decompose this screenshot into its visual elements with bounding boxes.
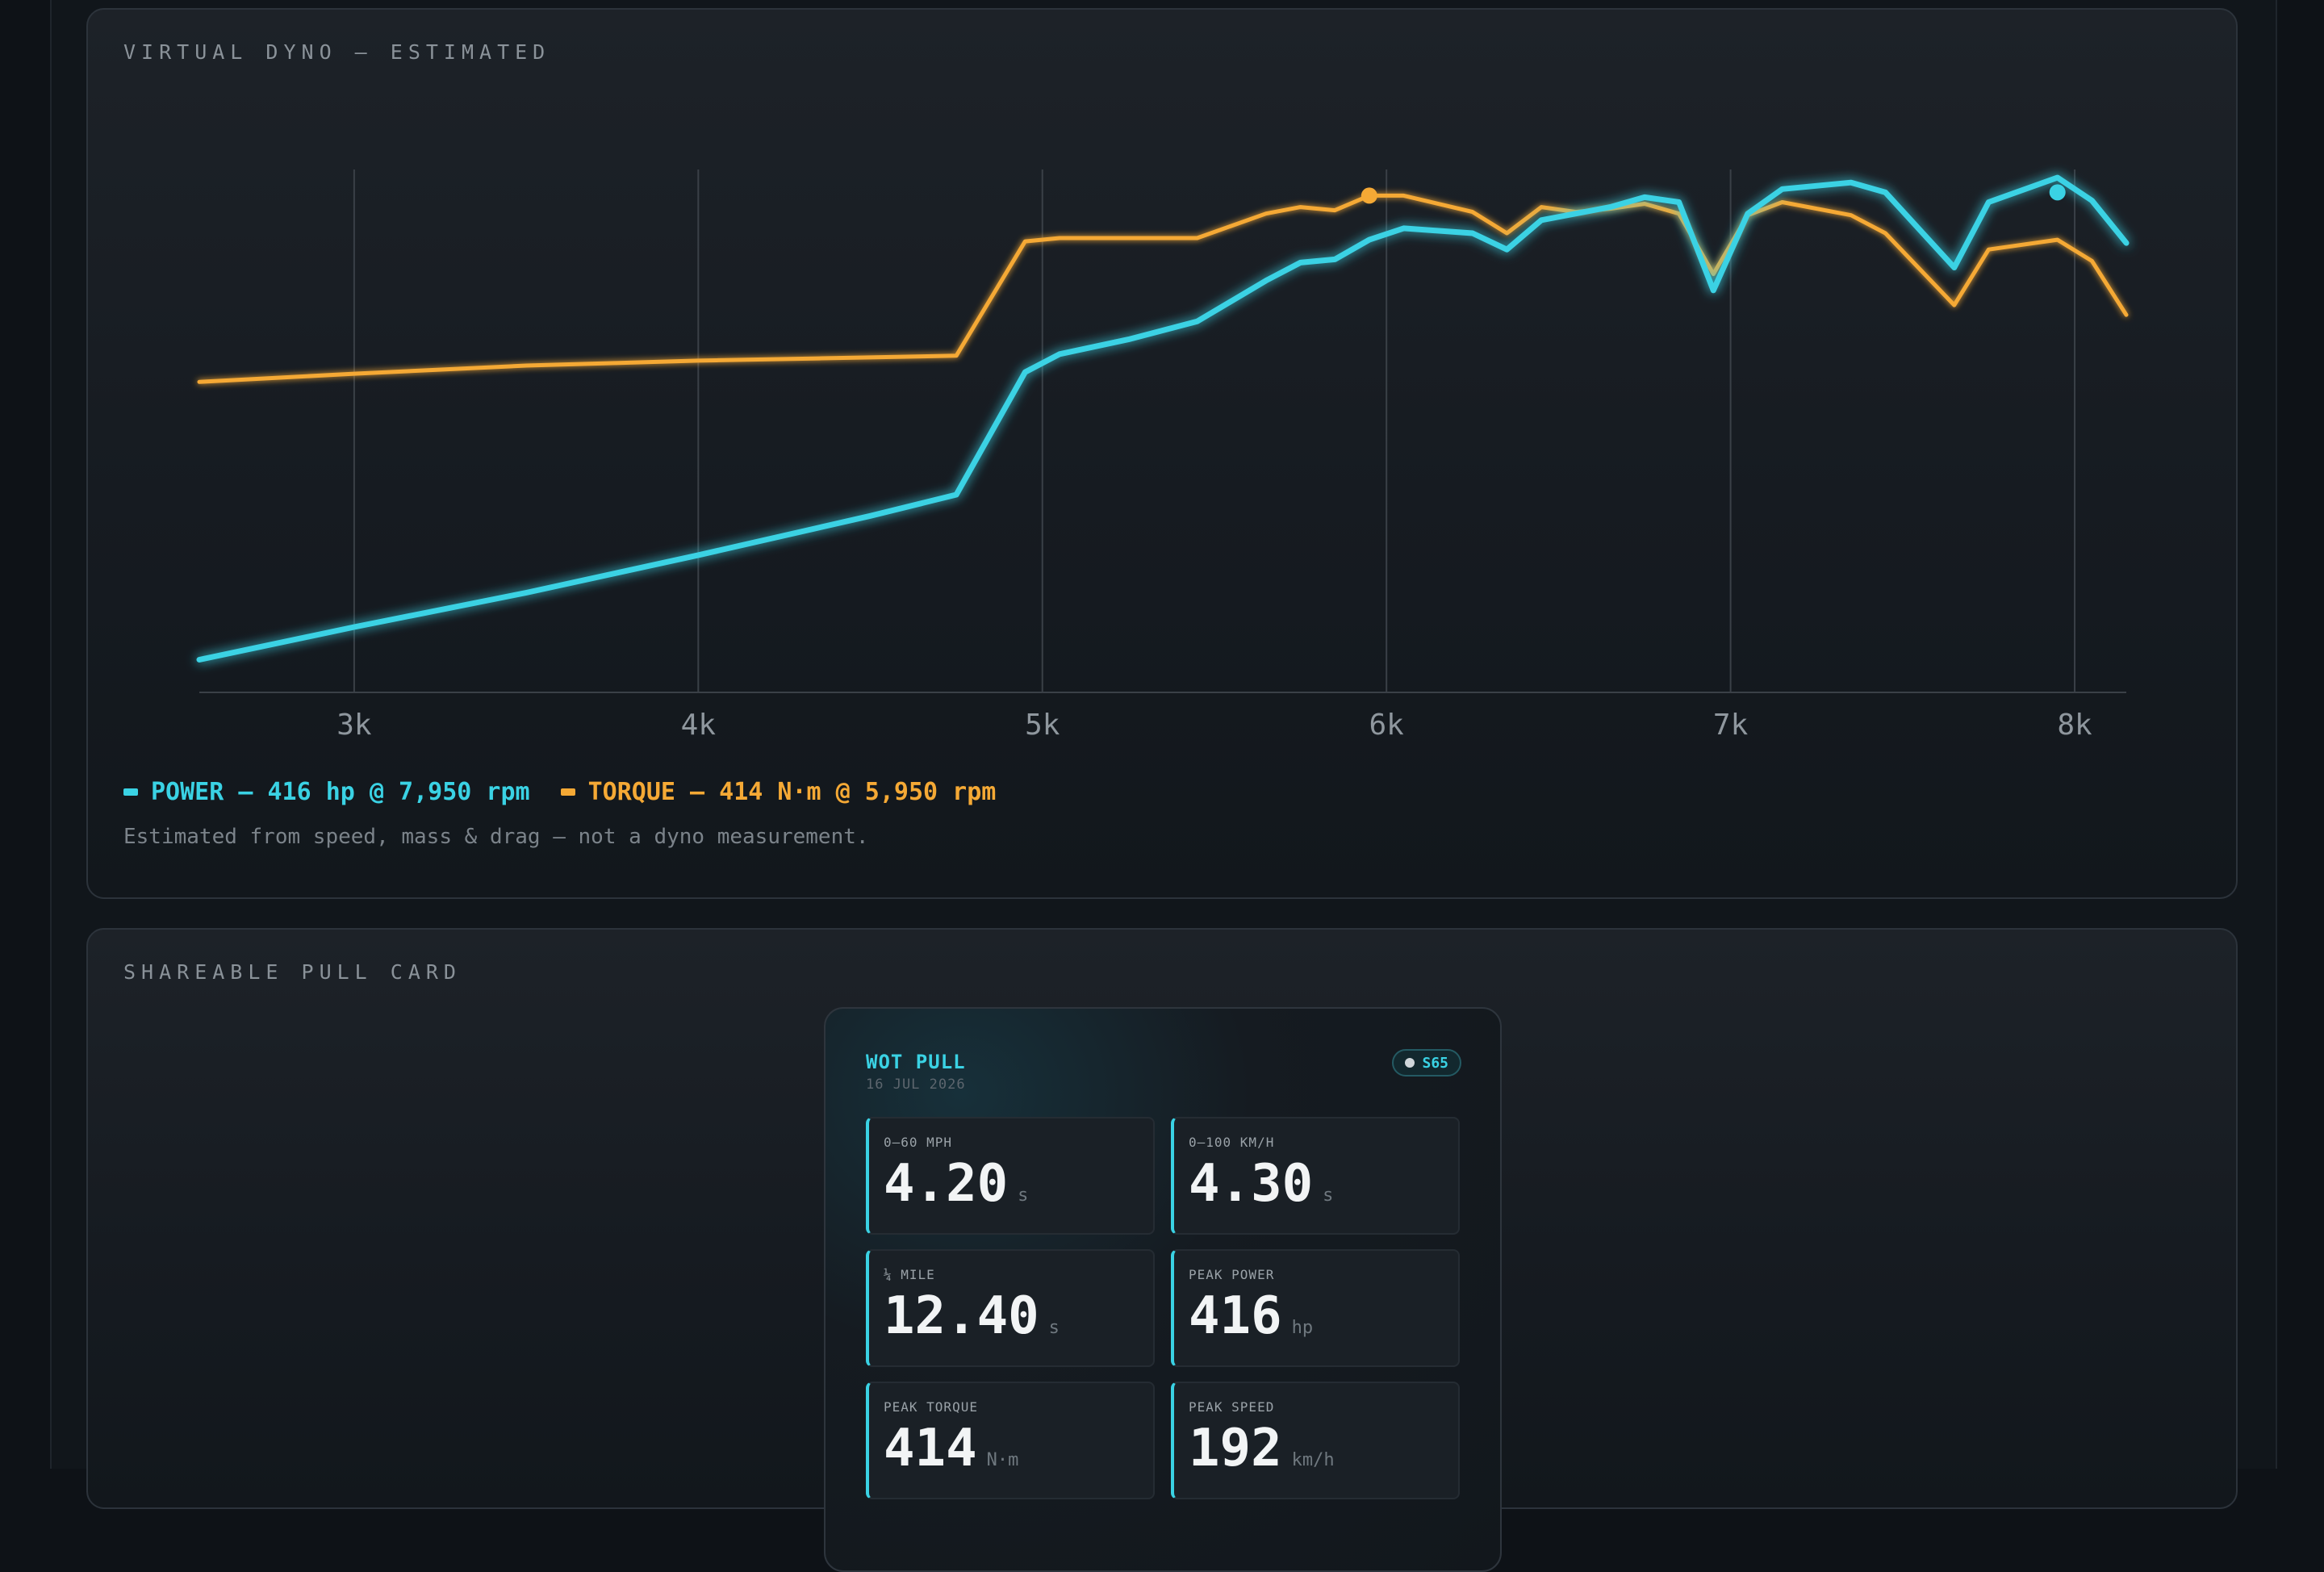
torque-line (197, 193, 2129, 384)
stat-value: 192 km/h (1189, 1419, 1335, 1478)
estimate-note: Estimated from speed, mass & drag — not … (123, 825, 869, 849)
badge-dot-icon (1405, 1058, 1415, 1068)
stat-number: 416 (1189, 1286, 1282, 1346)
stat-unit: hp (1291, 1318, 1314, 1338)
x-tick-label: 6k (1369, 709, 1404, 742)
stats-grid: 0–60 MPH 4.20 s 0–100 KM/H 4.30 s ¼ MILE 1… (866, 1117, 1463, 1499)
stat-value: 4.30 s (1189, 1154, 1333, 1214)
stat-unit: N·m (986, 1450, 1019, 1470)
legend-torque: TORQUE — 414 N·m @ 5,950 rpm (560, 778, 997, 806)
stat-label: 0–100 KM/H (1189, 1135, 1275, 1150)
torque-peak-marker (1361, 187, 1377, 204)
stat-tile: PEAK POWER 416 hp (1171, 1249, 1460, 1367)
stat-unit: s (1323, 1185, 1334, 1206)
stat-unit: km/h (1291, 1450, 1335, 1470)
legend-power: POWER — 416 hp @ 7,950 rpm (123, 778, 530, 806)
panel-title: SHAREABLE PULL CARD (123, 960, 462, 984)
stat-tile: PEAK TORQUE 414 N·m (866, 1382, 1155, 1499)
stat-label: PEAK POWER (1189, 1267, 1275, 1282)
pull-card[interactable]: WOT PULL 16 JUL 2026 S65 0–60 MPH 4.20 s … (824, 1007, 1502, 1572)
stat-number: 12.40 (884, 1286, 1039, 1346)
x-tick-label: 8k (2057, 709, 2092, 742)
shareable-card-panel: SHAREABLE PULL CARD WOT PULL 16 JUL 2026… (86, 928, 2238, 1572)
torque-swatch (560, 788, 575, 796)
chart-legend: POWER — 416 hp @ 7,950 rpm TORQUE — 414 … (123, 778, 996, 806)
x-tick-label: 4k (681, 709, 717, 742)
stat-unit: s (1018, 1185, 1029, 1206)
car-badge: S65 (1392, 1049, 1461, 1077)
power-peak-marker (2049, 184, 2066, 201)
stat-label: 0–60 MPH (884, 1135, 953, 1150)
stat-number: 414 (884, 1419, 977, 1478)
card-date: 16 JUL 2026 (866, 1077, 966, 1093)
stat-number: 4.20 (884, 1154, 1009, 1214)
virtual-dyno-panel: VIRTUAL DYNO — ESTIMATED 3k 4k 5k 6k 7k 8k PO… (86, 8, 2238, 899)
legend-power-label: POWER — 416 hp @ 7,950 rpm (151, 778, 530, 806)
x-tick-label: 7k (1713, 709, 1749, 742)
x-tick-label: 5k (1025, 709, 1060, 742)
legend-torque-label: TORQUE — 414 N·m @ 5,950 rpm (587, 778, 997, 806)
card-title: WOT PULL (866, 1051, 966, 1073)
stat-number: 4.30 (1189, 1154, 1314, 1214)
stat-unit: s (1048, 1318, 1060, 1338)
stat-tile: ¼ MILE 12.40 s (866, 1249, 1155, 1367)
stat-value: 414 N·m (884, 1419, 1018, 1478)
stat-tile: PEAK SPEED 192 km/h (1171, 1382, 1460, 1499)
power-line (196, 174, 2130, 663)
stat-label: PEAK SPEED (1189, 1399, 1275, 1415)
stat-number: 192 (1189, 1419, 1282, 1478)
stat-label: PEAK TORQUE (884, 1399, 978, 1415)
stat-value: 12.40 s (884, 1286, 1060, 1346)
stat-tile: 0–100 KM/H 4.30 s (1171, 1117, 1460, 1235)
stat-label: ¼ MILE (884, 1267, 935, 1282)
stat-value: 416 hp (1189, 1286, 1313, 1346)
stat-tile: 0–60 MPH 4.20 s (866, 1117, 1155, 1235)
badge-label: S65 (1422, 1054, 1448, 1072)
power-swatch (123, 788, 138, 796)
dyno-chart: 3k 4k 5k 6k 7k 8k (196, 169, 2130, 742)
panel-title: VIRTUAL DYNO — ESTIMATED (123, 40, 551, 64)
stat-value: 4.20 s (884, 1154, 1028, 1214)
x-tick-label: 3k (336, 709, 372, 742)
